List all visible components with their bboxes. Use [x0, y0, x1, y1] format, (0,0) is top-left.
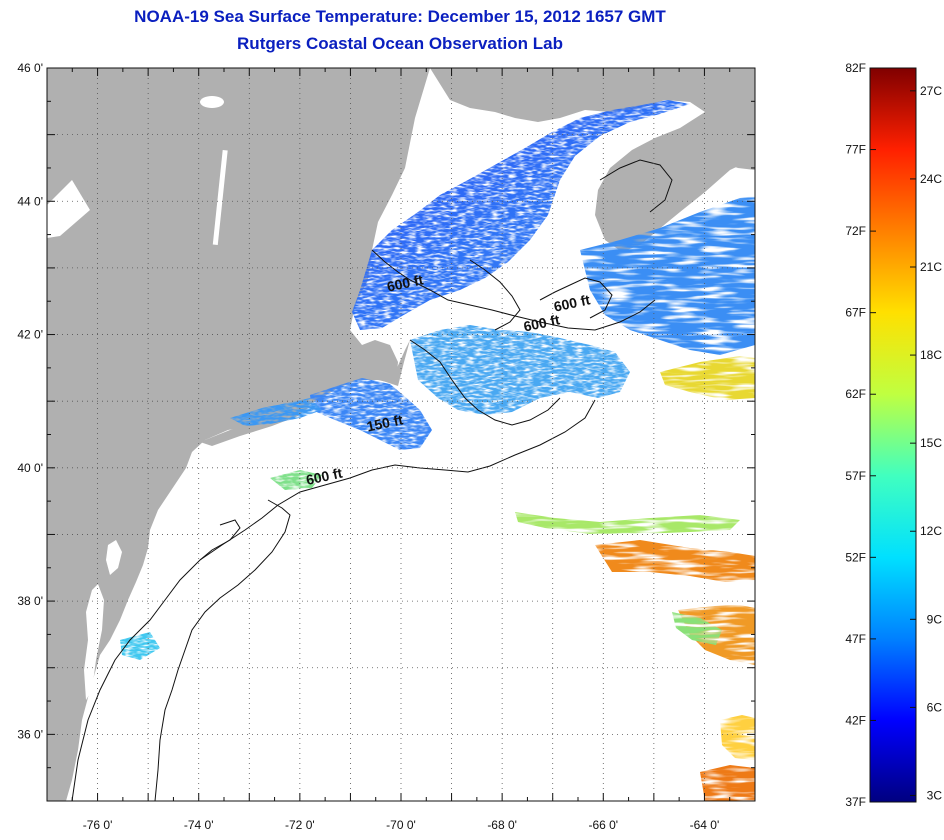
map-title: NOAA-19 Sea Surface Temperature: Decembe…: [134, 7, 666, 26]
contour-line: [154, 499, 291, 801]
land-maritimes: [430, 68, 755, 252]
contour-label: 600 ft: [385, 271, 424, 294]
longitude-label: -64 0': [690, 818, 720, 832]
chesapeake-bay: [84, 584, 104, 700]
colorbar-f-label: 82F: [845, 61, 866, 75]
colorbar-c-label: 15C: [920, 436, 942, 450]
delaware-bay: [106, 540, 122, 575]
latitude-label: 36 0': [17, 727, 43, 741]
longitude-label: -70 0': [386, 818, 416, 832]
sst-cool-tongue: [515, 512, 740, 534]
axis-ticks: [46, 67, 756, 802]
colorbar-c-label: 3C: [927, 788, 943, 802]
land-us-mainland: [47, 68, 430, 801]
contour-line: [469, 259, 521, 331]
longitude-label: -68 0': [487, 818, 517, 832]
contour-label: 150 ft: [365, 411, 404, 434]
sst-coastal-green: [270, 470, 322, 490]
colorbar-f-label: 42F: [845, 713, 866, 727]
colorbar-f-label: 62F: [845, 387, 866, 401]
contour-line: [409, 339, 561, 426]
longitude-label: -72 0': [285, 818, 315, 832]
longitude-label: -76 0': [83, 818, 113, 832]
colorbar-f-label: 52F: [845, 550, 866, 564]
colorbar-c-label: 6C: [927, 700, 943, 714]
sst-scotian-shelf: [580, 196, 755, 355]
contour-line: [371, 249, 656, 331]
latitude-label: 42 0': [17, 328, 43, 342]
colorbar-f-label: 37F: [845, 795, 866, 809]
latitude-label: 38 0': [17, 594, 43, 608]
latitude-labels: 46 0' 44 0' 42 0' 40 0' 38 0' 36 0': [17, 61, 43, 741]
sst-green-patch: [672, 612, 722, 645]
graticule: [47, 68, 755, 801]
sst-yellow-south: [720, 715, 755, 760]
sst-warm-patch-east: [660, 356, 755, 400]
colorbar-c-label: 27C: [920, 84, 942, 98]
colorbar-celsius-labels: 27C 24C 21C 18C 15C 12C 9C 6C 3C: [910, 84, 943, 802]
map-subtitle: Rutgers Coastal Ocean Observation Lab: [237, 34, 563, 53]
land-cape-breton: [712, 138, 755, 170]
land-cape-cod: [360, 340, 410, 386]
bathymetry-contours: [71, 159, 673, 801]
contour-line: [599, 159, 673, 213]
sst-coastal-blobs: [120, 632, 160, 660]
colorbar-f-label: 57F: [845, 469, 866, 483]
contour-label: 600 ft: [305, 465, 344, 488]
contour-line: [71, 399, 596, 801]
longitude-label: -74 0': [184, 818, 214, 832]
colorbar-f-label: 67F: [845, 306, 866, 320]
latitude-label: 44 0': [17, 194, 43, 208]
colorbar-c-label: 24C: [920, 172, 942, 186]
colorbar-c-label: 9C: [927, 612, 943, 626]
lake-ontario-edge: [47, 180, 90, 238]
lake: [200, 96, 224, 108]
colorbar-c-label: 12C: [920, 524, 942, 538]
contour-line: [539, 277, 613, 319]
sst-warm-patch-gulfstream: [595, 540, 755, 582]
colorbar-f-label: 77F: [845, 143, 866, 157]
sst-buzzards: [230, 398, 322, 426]
sst-orange-far-south: [700, 765, 755, 801]
colorbar-f-label: 72F: [845, 224, 866, 238]
latitude-label: 46 0': [17, 61, 43, 75]
longitude-labels: -76 0' -74 0' -72 0' -70 0' -68 0' -66 0' -64 …: [83, 818, 720, 832]
colorbar-c-label: 21C: [920, 260, 942, 274]
contour-line: [199, 519, 241, 561]
colorbar-f-label: 47F: [845, 632, 866, 646]
colorbar-fahrenheit-labels: 82F 77F 72F 67F 62F 57F 52F 47F 42F 37F: [845, 61, 876, 809]
latitude-label: 40 0': [17, 461, 43, 475]
lake-champlain: [212, 150, 228, 246]
contour-label: 600 ft: [552, 291, 591, 314]
colorbar-c-label: 18C: [920, 348, 942, 362]
longitude-label: -66 0': [588, 818, 618, 832]
sst-gulf-of-maine: [352, 100, 690, 330]
sst-georges-bank: [410, 325, 630, 415]
colorbar-gradient: [869, 67, 917, 803]
contour-label: 600 ft: [522, 311, 561, 334]
sst-new-england-shelf: [310, 378, 432, 450]
